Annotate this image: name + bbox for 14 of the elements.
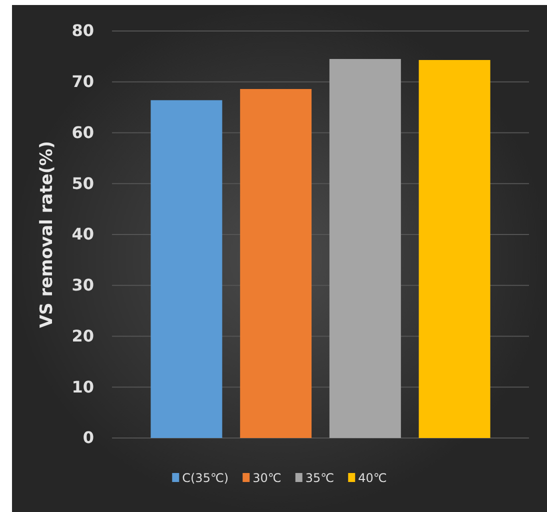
legend-label: 35℃ — [305, 471, 334, 485]
legend-label: C(35℃) — [182, 471, 229, 485]
y-tick-label: 30 — [72, 275, 94, 294]
y-tick-label: 0 — [82, 428, 94, 448]
legend-label: 40℃ — [358, 471, 387, 485]
y-axis-title: VS removal rate(%) — [37, 140, 57, 328]
legend-label: 30℃ — [252, 471, 282, 485]
y-tick-label: 10 — [72, 377, 94, 396]
y-tick-label: 70 — [72, 72, 94, 91]
y-tick-label: 50 — [72, 174, 94, 193]
y-tick-label: 80 — [72, 21, 94, 40]
y-tick-label: 20 — [72, 326, 94, 346]
y-tick-label: 60 — [72, 122, 94, 142]
y-tick-label: 40 — [72, 224, 94, 244]
